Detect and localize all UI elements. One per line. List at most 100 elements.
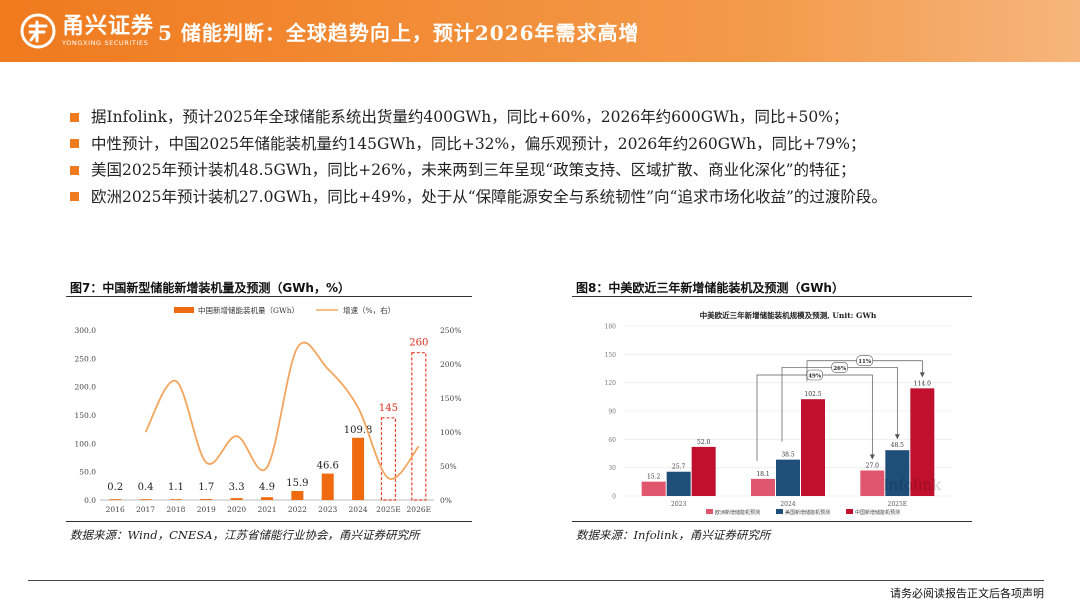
bar [860,470,885,496]
bar-value-label: 18.1 [756,471,769,478]
legend-swatch [706,509,713,514]
bar-value-label: 52.0 [697,439,711,446]
bar-value-label: 145 [379,403,398,414]
x-tick-label: 2025E [376,505,401,514]
growth-arrow-icon [869,454,875,460]
bar-value-label: 114.0 [914,380,931,387]
bar-value-label: 3.3 [229,482,245,493]
y-tick-label: 150 [605,352,617,359]
bar [776,459,800,496]
fig8-chart: 中美欧近三年新增储能装机规模及预测, Unit: GWh 0 30 60 90 120 15… [605,310,952,516]
x-tick-label: 2025E [888,501,908,508]
fig7-bottom-rule [66,521,472,522]
bar [910,388,935,496]
fig8-title: 图8：中美欧近三年新增储能装机及预测（GWh） [576,281,844,295]
logo: 甬兴证券 YONGXING SECURITIES [20,12,154,50]
growth-bracket [781,366,898,442]
y-tick-label: 200.0 [75,383,97,392]
x-tick-label: 2021 [257,505,276,514]
x-tick-label: 2019 [197,505,216,514]
bar-value-label: 1.7 [198,482,214,493]
bullet-square-icon [70,192,79,202]
bar-value-label: 48.5 [891,442,905,449]
legend-label: 中国新增储能机预测 [855,509,900,516]
growth-label-box [856,355,873,367]
bar-value-label: 15.2 [647,474,661,481]
forecast-bar [380,417,397,501]
yongxing-logo-icon [20,13,56,49]
bar [751,478,775,496]
bar-value-label: 15.9 [286,478,308,489]
x-tick-label: 2016 [106,505,125,514]
fig8-source: 数据来源：Infolink，甬兴证券研究所 [576,528,771,542]
bullet-item: 中性预计，中国2025年储能装机量约145GWh，同比+32%，偏乐观预计，20… [70,131,887,158]
legend-label: 美国新增储能机预测 [785,509,830,516]
y-tick-label: 60 [608,437,616,444]
y2-tick-label: 100% [440,428,461,437]
fig7-title: 图7：中国新型储能新增装机量及预测（GWh，%） [70,281,351,295]
y2-tick-label: 0% [440,496,452,505]
growth-line [144,341,420,480]
growth-label: 49% [808,374,822,380]
fig8-bottom-rule [572,521,972,522]
growth-label: 26% [833,366,847,372]
growth-label: 11% [858,359,872,365]
y-tick-label: 0 [612,494,616,501]
bar-value-label: 4.9 [259,482,275,493]
bar-value-label: 38.5 [781,452,795,459]
bar [801,399,825,496]
y-tick-label: 90 [608,409,616,416]
y-tick-label: 180 [605,324,617,331]
x-tick-label: 2023 [318,505,337,514]
bar [321,473,334,500]
bar [691,446,716,496]
legend-swatch [776,509,783,514]
bar [169,499,182,500]
y2-tick-label: 250% [440,326,461,335]
bar-value-label: 46.6 [317,461,339,472]
bar-value-label: 102.5 [804,391,821,398]
legend-line-label: 增速（%，右） [343,305,395,315]
x-tick-label: 2023 [671,501,686,508]
x-tick-label: 2018 [166,505,185,514]
footer-rule [28,580,1044,581]
bar [139,499,152,500]
fig8-inner-title: 中美欧近三年新增储能装机规模及预测, Unit: GWh [700,310,877,320]
x-tick-label: 2022 [288,505,307,514]
bullet-item: 美国2025年预计装机48.5GWh，同比+26%，未来两到三年呈现“政策支持、… [70,157,887,184]
bullet-item: 据Infolink，预计2025年全球储能系统出货量约400GWh，同比+60%… [70,104,887,131]
bullet-item: 欧洲2025年预计装机27.0GWh，同比+49%，处于从“保障能源安全与系统韧… [70,184,887,211]
header-bar: 甬兴证券 YONGXING SECURITIES 5 储能判断：全球趋势向上，预… [0,0,1080,62]
bar-value-label: 0.2 [107,482,123,493]
bar [885,450,910,496]
forecast-bar [411,352,427,501]
bar-value-label: 260 [409,338,428,349]
bar [641,481,666,496]
bullet-list: 据Infolink，预计2025年全球储能系统出货量约400GWh，同比+60%… [70,104,887,210]
bar-value-label: 27.0 [866,463,880,470]
fig7-source: 数据来源：Wind，CNESA，江苏省储能行业协会，甬兴证券研究所 [70,528,420,542]
footer-disclaimer: 请务必阅读报告正文后各项声明 [890,587,1044,600]
bar [666,471,691,496]
x-tick-label: 2017 [136,505,155,514]
bullet-square-icon [70,112,79,122]
bar-value-label: 109.8 [344,425,373,436]
y2-tick-label: 50% [440,462,457,471]
bar [200,499,213,500]
y-tick-label: 100.0 [75,439,97,448]
legend-label: 欧洲新增储能机预测 [715,509,760,516]
bar [352,437,365,500]
bar [230,498,243,500]
bullet-square-icon [70,165,79,175]
y-tick-label: 0.0 [84,496,96,505]
legend-bar-label: 中国新增储能装机量（GWh） [198,305,299,315]
watermark: Infolink [883,476,942,494]
growth-arrow-icon [894,434,900,440]
y-tick-label: 120 [605,380,617,387]
x-tick-label: 2026E [407,505,432,514]
fig7-chart: 中国新增储能装机量（GWh） 增速（%，右） 0.0 50.0 100.0 150.0 20… [75,305,462,514]
bar-value-label: 0.4 [138,482,154,493]
bar [261,497,273,500]
logo-en: YONGXING SECURITIES [62,39,149,47]
bar [291,490,304,500]
